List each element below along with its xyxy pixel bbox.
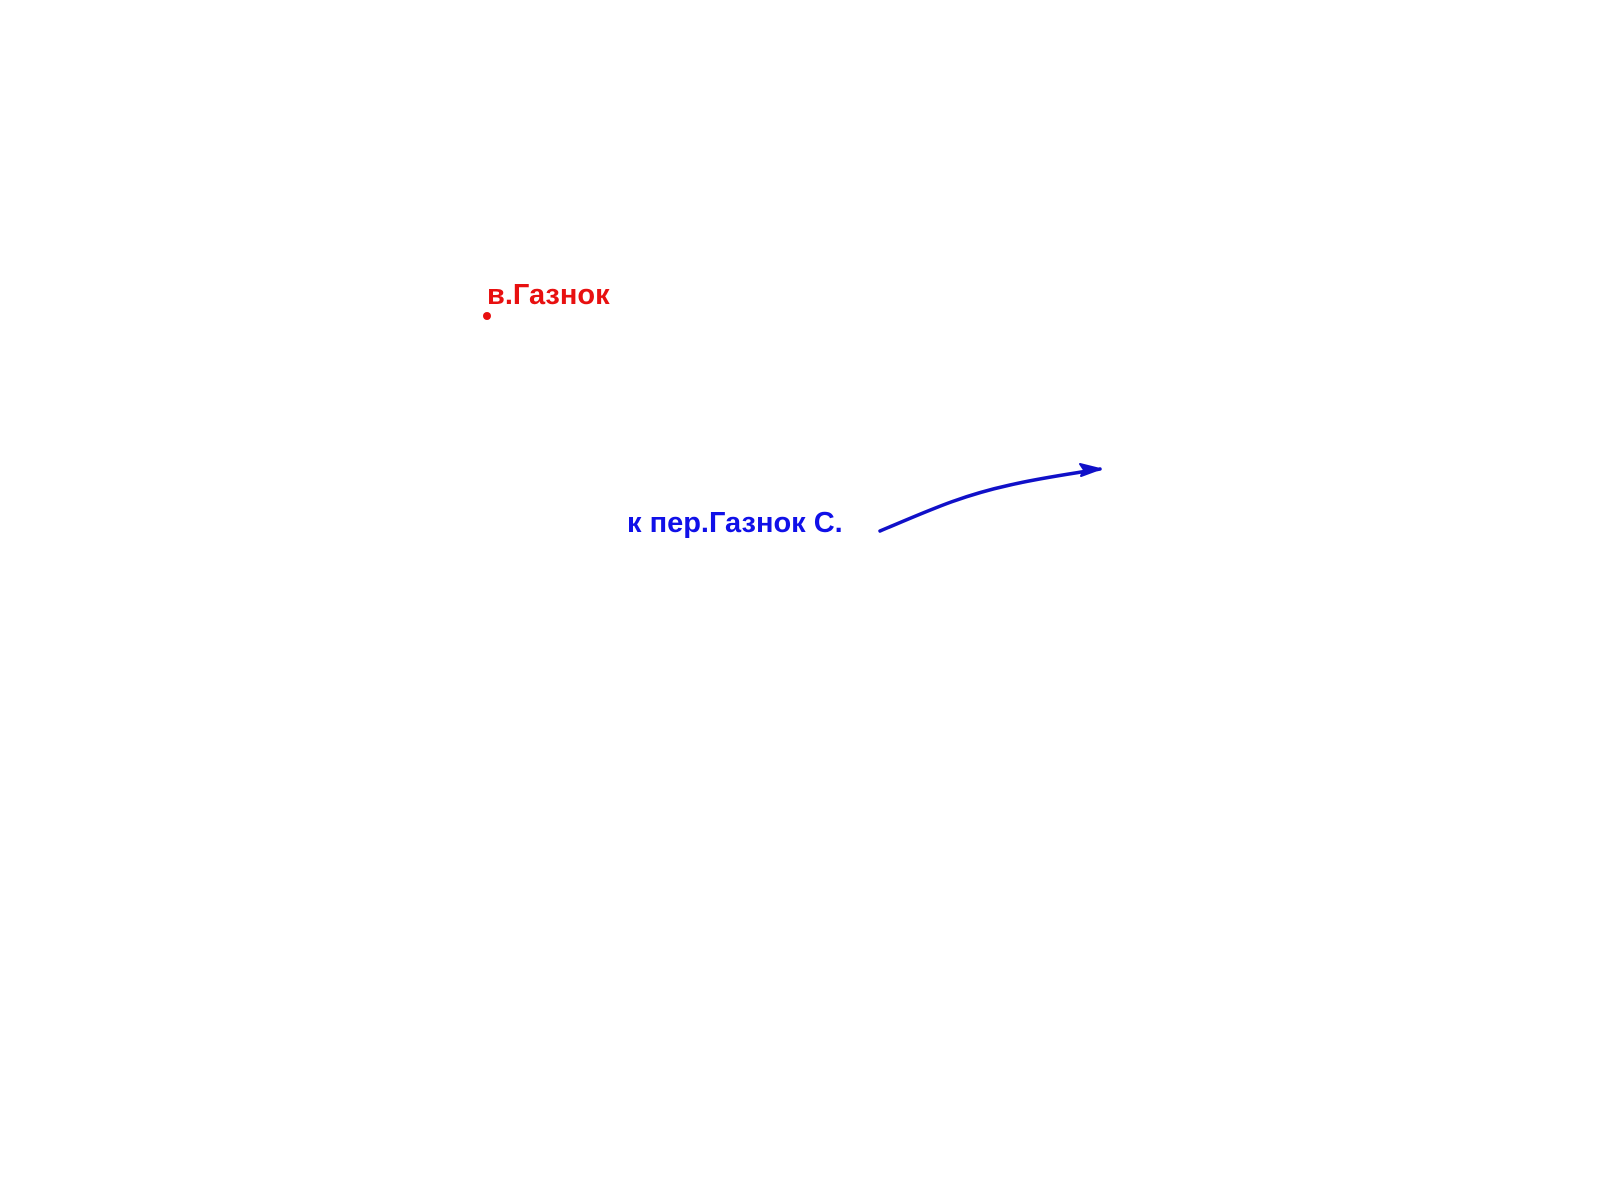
place-marker <box>483 312 491 320</box>
direction-arrow <box>878 463 1102 533</box>
place-label: в.Газнок <box>487 279 610 311</box>
direction-label: к пер.Газнок С. <box>627 507 843 539</box>
